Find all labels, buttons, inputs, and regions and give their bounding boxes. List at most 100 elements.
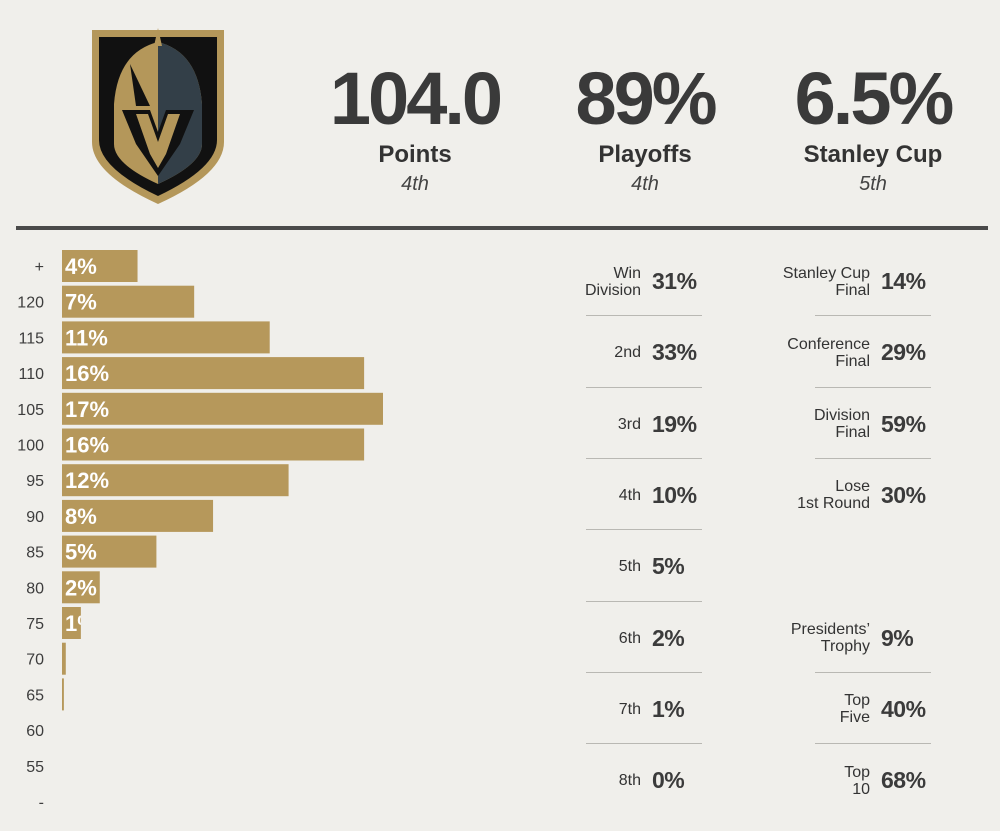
label-line: Stanley Cup xyxy=(782,264,870,282)
division-finish-row-value: 33% xyxy=(652,339,697,366)
division-finish-row: 8th 0% xyxy=(586,745,786,816)
y-tick-label: 55 xyxy=(26,759,44,776)
stanley-cup-label: Stanley Cup xyxy=(803,141,943,168)
playoff-round-row-label: Stanley Cup Final xyxy=(750,246,870,317)
y-tick-label: 90 xyxy=(26,509,44,526)
bar-value-label: 5% xyxy=(65,540,97,565)
label-lines: Top Five xyxy=(840,692,870,726)
other-outcome-row-value: 9% xyxy=(881,624,914,651)
playoff-round-row-label: Conference Final xyxy=(750,317,870,388)
section-divider xyxy=(16,226,988,230)
y-tick-label: 110 xyxy=(18,366,44,383)
division-finish-row-value: 5% xyxy=(652,553,685,580)
histogram-bar xyxy=(62,535,157,568)
y-tick-label: 95 xyxy=(26,473,44,490)
division-finish-row-label: 8th xyxy=(618,772,641,790)
row-divider xyxy=(586,671,702,673)
label-lines: Stanley Cup Final xyxy=(783,265,870,299)
playoffs-stat: 89% Playoffs 4th xyxy=(530,58,760,198)
other-outcome-row: Presidents’ Trophy 9% xyxy=(791,603,1000,674)
stanley-cup-rank: 5th xyxy=(859,173,887,195)
row-divider xyxy=(586,743,702,745)
label-line: Five xyxy=(839,709,870,727)
division-finish-row-value: 19% xyxy=(652,410,697,437)
y-tick-label: - xyxy=(39,795,44,812)
label-line: Final xyxy=(835,281,870,299)
label-line: Top xyxy=(844,692,870,710)
bar-value-label: 17% xyxy=(65,397,109,422)
y-tick-label: 115 xyxy=(18,330,44,347)
division-finish-row-value: 0% xyxy=(652,767,685,794)
bar-value-label: 16% xyxy=(65,433,109,458)
label-lines: Win Division xyxy=(585,265,641,299)
division-finish-row-value: 1% xyxy=(652,695,685,722)
histogram-bar xyxy=(62,642,66,675)
y-tick-label: 80 xyxy=(26,580,44,597)
bar-value-label: 8% xyxy=(65,504,97,529)
bar-value-label: 12% xyxy=(65,468,109,493)
histogram-bar xyxy=(62,678,64,711)
playoff-round-row: Division Final 59% xyxy=(813,389,1000,460)
points-value: 104.0 xyxy=(329,57,503,140)
histogram-bar xyxy=(62,285,195,318)
row-divider xyxy=(586,386,702,388)
y-tick-label: + xyxy=(35,259,44,276)
y-tick-label: 120 xyxy=(17,295,44,312)
y-tick-label: 70 xyxy=(26,652,44,669)
label-line: Final xyxy=(835,424,870,442)
division-finish-row: 7th 1% xyxy=(586,674,786,745)
division-finish-row: 2nd 33% xyxy=(586,317,786,388)
bar-value-label: 7% xyxy=(65,290,97,315)
division-finish-row: 6th 2% xyxy=(586,603,786,674)
label-line: Division xyxy=(813,407,870,425)
points-distribution-chart: +4% 120 7% 115 11% 110 16% 105 17% 100 16% 95 12% 90 8… xyxy=(0,244,420,824)
label-line: Win xyxy=(613,264,641,282)
other-outcome-row: Top 10 68% xyxy=(815,745,1000,816)
other-outcome-row-label: Presidents’ Trophy xyxy=(750,603,870,674)
y-tick-label: 100 xyxy=(17,438,44,455)
other-outcome-row-label: Top Five xyxy=(750,674,870,745)
bar-value-label: 16% xyxy=(65,361,109,386)
bar-value-label: 11% xyxy=(65,325,108,350)
points-histogram-svg: +4% 120 7% 115 11% 110 16% 105 17% 100 16% 95 12% 90 8… xyxy=(17,250,383,812)
division-finish-row: 3rd 19% xyxy=(586,389,786,460)
points-label: Points xyxy=(378,141,452,168)
row-divider xyxy=(815,671,931,673)
row-divider xyxy=(815,743,931,745)
points-stat: 104.0 Points 4th xyxy=(300,58,530,198)
division-finish-row-value: 2% xyxy=(652,624,685,651)
label-line: 10 xyxy=(852,780,870,798)
row-divider xyxy=(815,386,931,388)
histogram-bar xyxy=(62,607,81,639)
playoff-round-row-value: 59% xyxy=(881,410,926,437)
other-outcome-row-label: Top 10 xyxy=(750,745,870,816)
playoffs-label: Playoffs xyxy=(598,141,692,168)
histogram-bar xyxy=(62,357,365,390)
row-divider xyxy=(586,529,702,531)
other-outcome-row-value: 40% xyxy=(881,695,926,722)
bar-value-label: 4% xyxy=(65,254,97,279)
division-finish-row-value: 10% xyxy=(652,481,697,508)
label-lines: Top 10 xyxy=(844,764,870,798)
label-line: Presidents’ xyxy=(790,621,870,638)
histogram-bar xyxy=(62,321,270,354)
playoff-round-row-value: 29% xyxy=(881,339,926,366)
stanley-cup-value: 6.5% xyxy=(794,57,955,140)
label-line: Trophy xyxy=(820,638,870,655)
y-tick-label: 85 xyxy=(26,545,44,562)
label-line: Division xyxy=(584,281,641,299)
playoff-round-row: Conference Final 29% xyxy=(787,317,1000,388)
division-finish-row: 4th 10% xyxy=(586,460,786,531)
division-finish-row: 5th 5% xyxy=(586,531,786,602)
y-tick-label: 105 xyxy=(17,402,44,419)
histogram-bar xyxy=(62,499,214,532)
label-lines: Lose 1st Round xyxy=(797,478,870,512)
y-tick-label: 60 xyxy=(26,723,44,740)
bar-value-label: 1% xyxy=(65,611,97,636)
division-finish-row-label: 3rd xyxy=(617,415,641,433)
division-finish-row-label: 4th xyxy=(618,486,641,504)
label-line: 1st Round xyxy=(797,495,870,513)
y-tick-label: 75 xyxy=(26,616,44,633)
label-lines: Conference Final xyxy=(787,336,870,370)
playoffs-rank: 4th xyxy=(631,173,659,195)
